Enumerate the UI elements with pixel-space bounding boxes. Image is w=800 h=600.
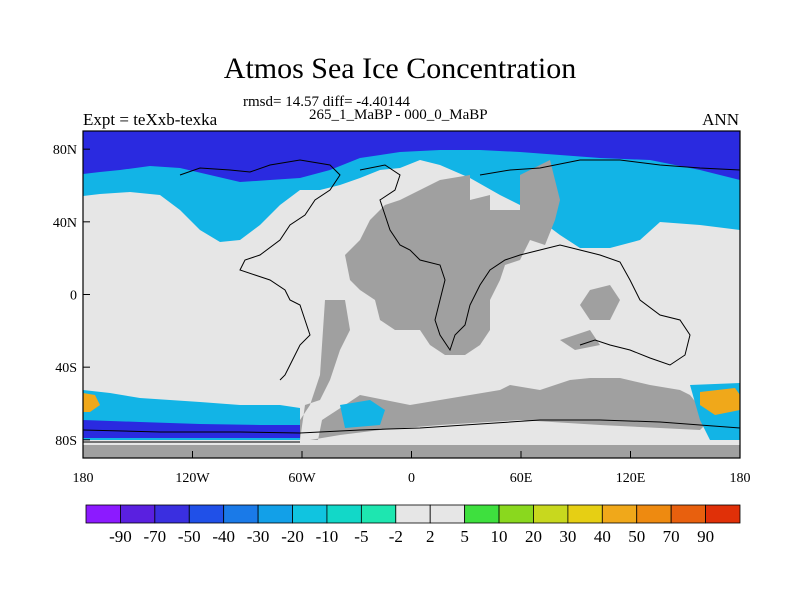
colorbar-label: 10 [491, 527, 508, 546]
colorbar-label: 90 [697, 527, 714, 546]
weddell-sea-mid [340, 400, 385, 428]
experiment-label: Expt = teXxb-texka [83, 110, 218, 129]
y-tick-label: 40S [55, 361, 77, 376]
x-tick-label: 0 [408, 471, 415, 486]
colorbar-swatch [567, 504, 603, 524]
colorbar-label: -20 [281, 527, 304, 546]
colorbar-swatch [154, 504, 190, 524]
colorbar-swatch [188, 504, 225, 524]
colorbar-swatch [464, 504, 500, 524]
rmsd-diff-text: rmsd= 14.57 diff= -4.40144 [243, 94, 411, 110]
colorbar-label: 70 [663, 527, 680, 546]
colorbar-swatch [292, 504, 328, 524]
x-tick-label: 180 [730, 471, 751, 486]
colorbar-label: -70 [144, 527, 167, 546]
colorbar-swatch [498, 504, 534, 524]
colorbar-swatch [120, 504, 156, 524]
colorbar-label: -2 [389, 527, 403, 546]
colorbar-label: 2 [426, 527, 435, 546]
season-label: ANN [702, 110, 739, 129]
colorbar-label: -90 [109, 527, 132, 546]
colorbar-label: 20 [525, 527, 542, 546]
y-tick-label: 80S [55, 434, 77, 449]
southern-ocean-high [83, 420, 300, 438]
colorbar-label: 50 [628, 527, 645, 546]
colorbar-label: -10 [316, 527, 339, 546]
x-tick-label: 180 [73, 471, 94, 486]
colorbar: -90 -70 -50 -40 -30 -20 -10 -5 -2 2 5 10 20 30 40 50 70 9… [85, 504, 741, 546]
colorbar-label: 40 [594, 527, 611, 546]
southern-ocean-warm-east [700, 388, 740, 415]
colorbar-swatch [601, 504, 638, 524]
y-tick-label: 0 [70, 289, 77, 304]
coastlines [83, 159, 740, 443]
map-field [83, 131, 740, 458]
y-tick-label: 40N [53, 216, 77, 231]
colorbar-label: -5 [354, 527, 368, 546]
colorbar-label: 30 [559, 527, 576, 546]
colorbar-swatch [326, 504, 362, 524]
map-title: Atmos Sea Ice Concentration [223, 52, 577, 85]
colorbar-swatch [705, 504, 741, 524]
colorbar-swatch [670, 504, 706, 524]
x-tick-label: 60W [288, 471, 316, 486]
colorbar-label: -30 [247, 527, 270, 546]
colorbar-swatch [533, 504, 569, 524]
x-tick-label: 60E [510, 471, 533, 486]
y-tick-label: 80N [53, 143, 77, 158]
colorbar-label: -40 [212, 527, 235, 546]
arctic-ocean-top [83, 131, 740, 152]
southern-ocean-warm-west [83, 393, 100, 412]
axis-ticks: 180 120W 60W 0 60E 120E 180 80N 40N 0 40S 80S [53, 143, 751, 486]
experiment-comparison-text: 265_1_MaBP - 000_0_MaBP [309, 107, 488, 123]
colorbar-label: 5 [460, 527, 469, 546]
colorbar-swatch [636, 504, 672, 524]
colorbar-swatch [360, 504, 397, 524]
colorbar-swatch [395, 504, 431, 524]
colorbar-label: -50 [178, 527, 201, 546]
colorbar-swatch [429, 504, 466, 524]
colorbar-swatch [223, 504, 259, 524]
x-tick-label: 120W [175, 471, 210, 486]
colorbar-swatch [85, 504, 121, 524]
x-tick-label: 120E [616, 471, 646, 486]
colorbar-swatch [257, 504, 293, 524]
